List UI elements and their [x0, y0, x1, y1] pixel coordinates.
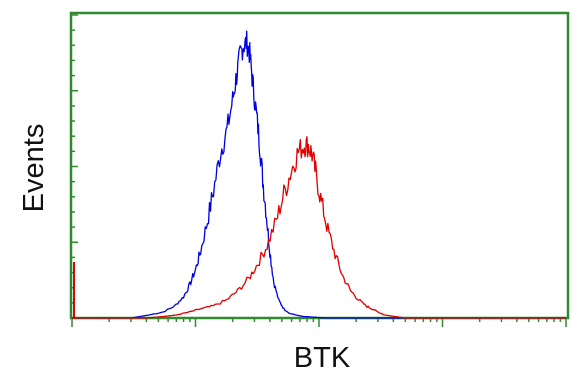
series-line-blue [72, 30, 566, 319]
x-axis-ticks [71, 318, 567, 327]
y-axis-ticks [71, 14, 78, 319]
y-axis-label: Events [18, 124, 50, 213]
x-axis-label: BTK [294, 342, 351, 374]
series-line-red [72, 136, 566, 319]
series-layer [72, 30, 566, 319]
plot-frame [69, 11, 570, 320]
